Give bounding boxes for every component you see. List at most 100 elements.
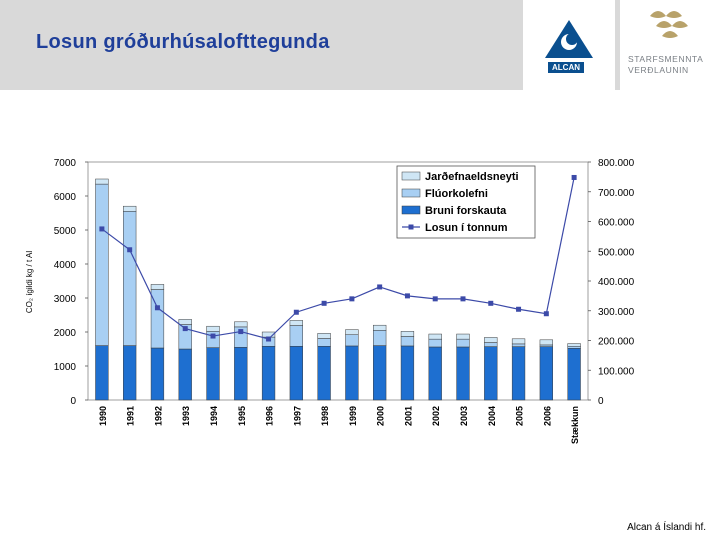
emissions-point-1994 — [210, 333, 216, 339]
y-tick-label: 2000 — [54, 328, 77, 339]
bar-segment-jar-efnaeldsneyti-1993 — [178, 319, 192, 325]
bar-segment-fl-orkolefni-1991 — [123, 211, 137, 346]
legend-label: Losun í tonnum — [425, 222, 508, 234]
bar-segment-bruni-forskauta-1996 — [261, 346, 276, 401]
emissions-point-1993 — [182, 326, 188, 332]
bar-segment-fl-orkolefni-2003 — [456, 338, 470, 348]
bar-segment-jar-efnaeldsneyti-1995 — [234, 321, 248, 328]
bar-segment-jar-efnaeldsneyti-2006 — [539, 339, 553, 346]
x-tick-label: 1998 — [320, 406, 330, 426]
y-tick-label: 7000 — [54, 158, 77, 169]
emissions-point-2004 — [488, 300, 494, 306]
x-tick-label: 2002 — [431, 406, 441, 426]
bar-segment-jar-efnaeldsneyti-2003 — [456, 333, 470, 340]
bar-segment-bruni-forskauta-1994 — [206, 347, 220, 401]
y-tick-label: 6000 — [54, 192, 77, 203]
emissions-point-1991 — [127, 247, 133, 253]
emissions-point-Stækkun — [571, 174, 577, 180]
emissions-point-1990 — [99, 226, 105, 232]
y-tick-label: 3000 — [54, 294, 77, 305]
emissions-point-1995 — [238, 329, 244, 335]
bar-segment-bruni-forskauta-2004 — [484, 346, 498, 401]
bar-segment-jar-efnaeldsneyti-2000 — [373, 324, 387, 331]
x-tick-label: 1995 — [237, 406, 247, 426]
bar-segment-bruni-forskauta-2001 — [400, 345, 415, 401]
y-tick-label: 1000 — [54, 362, 77, 373]
x-tick-label: 1997 — [292, 406, 302, 426]
starfsmennta-logo — [620, 0, 720, 90]
y2-tick-label: 200.000 — [598, 337, 635, 348]
y2-tick-label: 600.000 — [598, 218, 635, 229]
emissions-point-2000 — [377, 284, 383, 290]
bar-segment-jar-efnaeldsneyti-2005 — [511, 338, 526, 345]
bar-segment-bruni-forskauta-1992 — [150, 347, 165, 401]
bar-segment-fl-orkolefni-2000 — [373, 330, 387, 346]
x-tick-label: 1992 — [153, 406, 163, 426]
emissions-point-2006 — [543, 311, 549, 317]
bar-segment-jar-efnaeldsneyti-1999 — [345, 329, 359, 335]
emissions-point-2003 — [460, 296, 466, 302]
emissions-point-1996 — [266, 336, 272, 342]
emissions-point-1992 — [154, 305, 160, 311]
bar-segment-fl-orkolefni-1997 — [289, 325, 303, 347]
x-tick-label: Stækkun — [570, 406, 580, 444]
bar-segment-jar-efnaeldsneyti-1991 — [123, 205, 137, 212]
x-tick-label: 1993 — [181, 406, 191, 426]
emissions-line — [101, 177, 575, 340]
bar-segment-fl-orkolefni-2006 — [539, 344, 553, 347]
bar-segment-jar-efnaeldsneyti-Stækkun — [567, 343, 581, 347]
starfsmennta-text-1: STARFSMENNTA — [628, 54, 704, 64]
legend-label: Bruni forskauta — [425, 205, 507, 217]
y-tick-label: 5000 — [54, 226, 77, 237]
legend-label: Jarðefnaeldsneyti — [425, 171, 519, 183]
x-tick-label: 2003 — [459, 406, 469, 426]
bar-segment-jar-efnaeldsneyti-2002 — [428, 333, 442, 340]
legend-swatch — [401, 205, 421, 215]
bar-segment-fl-orkolefni-1999 — [345, 334, 359, 347]
x-tick-label: 1996 — [265, 406, 275, 426]
emissions-point-2001 — [404, 293, 410, 299]
bar-segment-bruni-forskauta-2000 — [373, 345, 387, 401]
bar-segment-jar-efnaeldsneyti-1990 — [95, 178, 109, 185]
bar-segment-fl-orkolefni-2005 — [511, 343, 526, 347]
bar-segment-bruni-forskauta-2006 — [539, 346, 553, 401]
bar-segment-bruni-forskauta-1991 — [123, 345, 137, 401]
emissions-point-1999 — [349, 296, 355, 302]
legend-marker — [408, 224, 414, 230]
bar-segment-jar-efnaeldsneyti-1994 — [206, 325, 220, 332]
bar-segment-bruni-forskauta-2005 — [511, 346, 526, 401]
bar-segment-bruni-forskauta-1999 — [345, 345, 359, 401]
x-tick-label: 2006 — [542, 406, 552, 426]
emissions-point-1998 — [321, 300, 327, 306]
x-tick-label: 1994 — [209, 406, 219, 426]
y2-tick-label: 500.000 — [598, 247, 635, 258]
bar-segment-fl-orkolefni-2001 — [400, 336, 415, 347]
bar-segment-fl-orkolefni-2004 — [484, 342, 498, 347]
bar-segment-bruni-forskauta-2002 — [428, 346, 442, 401]
bar-segment-fl-orkolefni-2002 — [428, 338, 442, 348]
bar-segment-fl-orkolefni-1990 — [95, 183, 109, 346]
x-tick-label: 1991 — [126, 406, 136, 426]
bar-segment-jar-efnaeldsneyti-1992 — [150, 284, 165, 290]
chart-legend: Jarðefnaeldsneyti Flúorkolefni Bruni forsk… — [396, 165, 536, 239]
footer-text: Alcan á Íslandi hf. — [627, 522, 706, 533]
bar-segment-bruni-forskauta-1998 — [317, 346, 331, 401]
bar-segment-fl-orkolefni-1998 — [317, 338, 331, 347]
y2-tick-label: 700.000 — [598, 188, 635, 199]
bar-segment-fl-orkolefni-Stækkun — [567, 346, 581, 349]
alcan-logo — [523, 0, 615, 90]
x-tick-label: 2000 — [376, 406, 386, 426]
x-tick-label: 1990 — [98, 406, 108, 426]
starfsmennta-text-2: VERÐLAUNIN — [628, 65, 689, 75]
bar-segment-bruni-forskauta-1993 — [178, 348, 192, 401]
starfsmennta-emblem-icon — [650, 11, 688, 38]
y2-tick-label: 0 — [598, 396, 604, 407]
x-tick-label: 2004 — [487, 406, 497, 426]
x-tick-label: 2001 — [403, 406, 413, 426]
y2-tick-label: 300.000 — [598, 307, 635, 318]
y2-tick-label: 100.000 — [598, 366, 635, 377]
bar-segment-jar-efnaeldsneyti-1997 — [289, 320, 303, 326]
legend-swatch — [401, 171, 421, 181]
bar-segment-jar-efnaeldsneyti-1998 — [317, 333, 331, 339]
